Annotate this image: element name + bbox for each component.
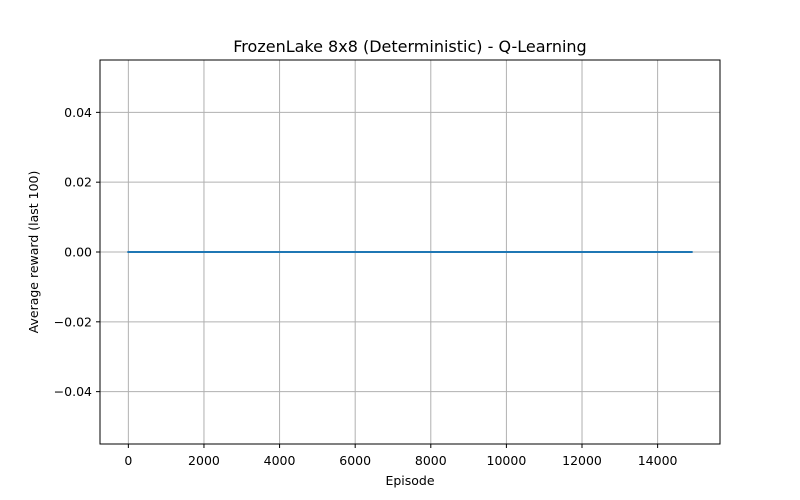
x-tick-label: 6000 — [339, 453, 371, 468]
x-tick-label: 0 — [124, 453, 132, 468]
x-tick-label: 4000 — [264, 453, 296, 468]
x-axis-label: Episode — [385, 473, 434, 488]
x-tick-label: 10000 — [487, 453, 527, 468]
y-tick-label: −0.04 — [54, 384, 92, 399]
y-axis-ticks: −0.04 −0.02 0.00 0.02 0.04 — [54, 105, 100, 399]
x-axis-ticks: 0 2000 4000 6000 8000 10000 12000 14000 — [124, 444, 678, 468]
x-tick-label: 2000 — [188, 453, 220, 468]
x-tick-label: 12000 — [562, 453, 602, 468]
y-axis-label: Average reward (last 100) — [26, 171, 41, 334]
y-tick-label: 0.02 — [64, 175, 92, 190]
x-tick-label: 8000 — [415, 453, 447, 468]
y-tick-label: 0.00 — [64, 245, 92, 260]
chart-title: FrozenLake 8x8 (Deterministic) - Q-Learn… — [233, 37, 586, 56]
x-tick-label: 14000 — [638, 453, 678, 468]
y-tick-label: 0.04 — [64, 105, 92, 120]
y-tick-label: −0.02 — [54, 314, 92, 329]
